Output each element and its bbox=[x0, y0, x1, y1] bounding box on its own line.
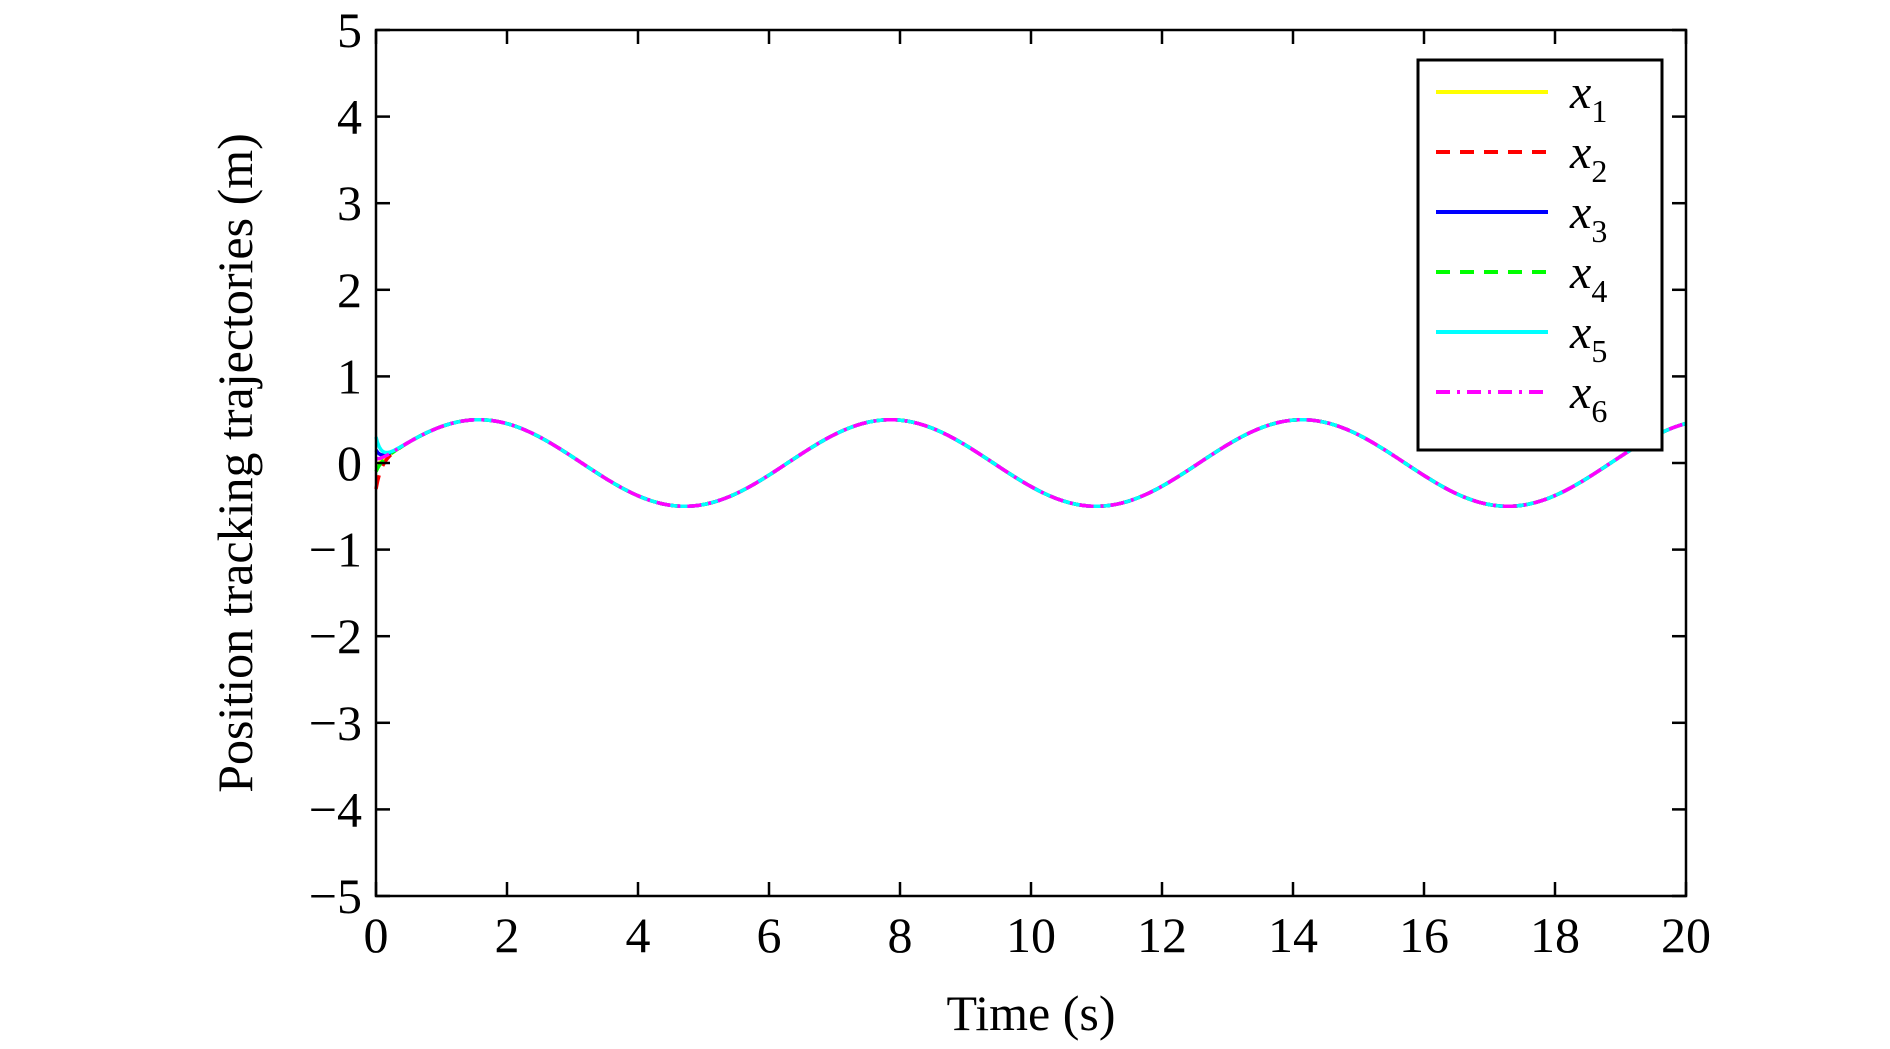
x-tick-label: 2 bbox=[495, 907, 520, 963]
y-tick-label: 5 bbox=[337, 2, 362, 58]
legend-box bbox=[1416, 58, 1664, 452]
x-tick-label: 8 bbox=[888, 907, 913, 963]
y-tick-label: 3 bbox=[337, 175, 362, 231]
y-tick-label: −1 bbox=[309, 522, 362, 578]
x-tick-label: 18 bbox=[1530, 907, 1580, 963]
y-tick-label: 0 bbox=[337, 435, 362, 491]
y-tick-label: −2 bbox=[309, 608, 362, 664]
x-tick-label: 10 bbox=[1006, 907, 1056, 963]
series-layer bbox=[374, 417, 1687, 509]
y-tick-label: −3 bbox=[309, 695, 362, 751]
legend-label-x6: x6 bbox=[1569, 366, 1607, 429]
x-tick-label: 14 bbox=[1268, 907, 1318, 963]
legend-label-x3: x3 bbox=[1569, 186, 1607, 249]
legend-label-x1: x1 bbox=[1569, 66, 1607, 129]
y-tick-label: −5 bbox=[309, 868, 362, 924]
legend-label-x4: x4 bbox=[1569, 246, 1607, 309]
y-tick-label: 1 bbox=[337, 348, 362, 404]
x-tick-label: 4 bbox=[626, 907, 651, 963]
y-tick-label: 4 bbox=[337, 89, 362, 145]
x-axis-label: Time (s) bbox=[946, 985, 1115, 1041]
y-tick-label: 2 bbox=[337, 262, 362, 318]
x-tick-label: 0 bbox=[364, 907, 389, 963]
legend-label-x5: x5 bbox=[1569, 306, 1607, 369]
y-tick-label: −4 bbox=[309, 781, 362, 837]
x-tick-label: 16 bbox=[1399, 907, 1449, 963]
y-axis-label: Position tracking trajectories (m) bbox=[207, 133, 263, 793]
legend-label-x2: x2 bbox=[1569, 126, 1607, 189]
series-line-x6 bbox=[375, 417, 1687, 509]
x-tick-label: 20 bbox=[1661, 907, 1711, 963]
x-tick-label: 6 bbox=[757, 907, 782, 963]
x-tick-label: 12 bbox=[1137, 907, 1187, 963]
